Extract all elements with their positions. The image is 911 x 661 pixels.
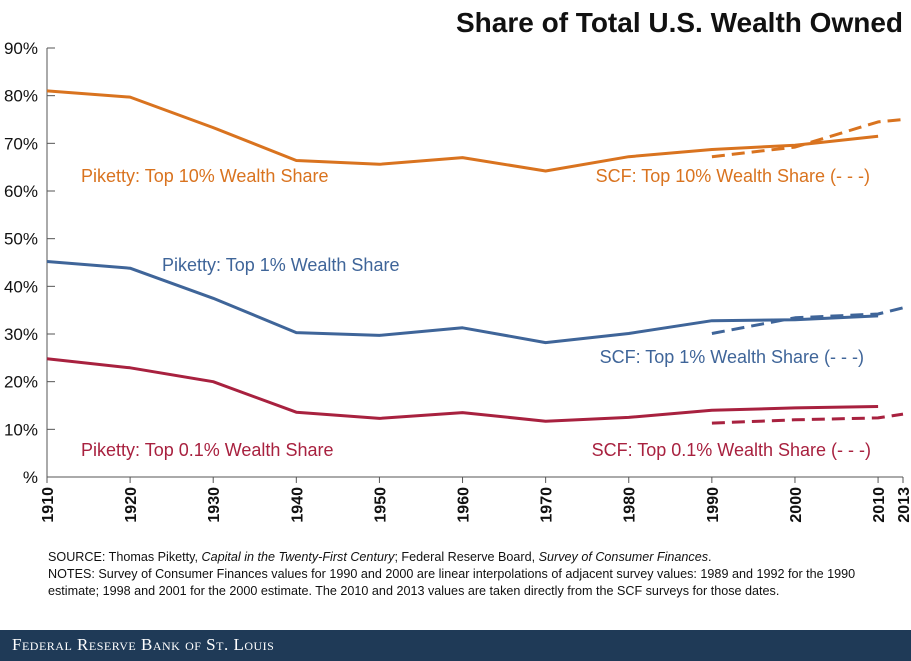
chart-title: Share of Total U.S. Wealth Owned — [456, 7, 903, 38]
y-tick-label: 50% — [4, 230, 38, 249]
x-tick-label: 2013 — [896, 487, 911, 523]
series-label-scf-top1: SCF: Top 1% Wealth Share (- - -) — [600, 347, 864, 367]
x-tick-label: 1990 — [705, 487, 722, 523]
x-tick-label: 1960 — [456, 487, 473, 523]
chart-notes: SOURCE: Thomas Piketty, Capital in the T… — [48, 549, 904, 600]
x-tick-label: 1910 — [40, 487, 57, 523]
y-axis: 10% 20% 30% 40% 50% 60% 70% 80% 90% — [4, 39, 55, 439]
x-tick-label: 1920 — [123, 487, 140, 523]
x-axis: 1910 1920 1930 1940 1950 1960 1970 1980 1990 2000… — [40, 477, 911, 523]
y-tick-label: 80% — [4, 87, 38, 106]
y-unit-label: % — [23, 468, 38, 487]
y-tick-label: 60% — [4, 182, 38, 201]
series-label-scf-top10: SCF: Top 10% Wealth Share (- - -) — [596, 166, 870, 186]
x-tick-label: 1930 — [206, 487, 223, 523]
series-line-2 — [46, 260, 879, 345]
source-line: SOURCE: Thomas Piketty, Capital in the T… — [48, 549, 904, 566]
x-tick-label: 1980 — [622, 487, 639, 523]
series-label-piketty-top1: Piketty: Top 1% Wealth Share — [162, 255, 399, 275]
series-line-5 — [711, 412, 904, 425]
series-line-1 — [711, 118, 904, 159]
x-tick-label: 1940 — [289, 487, 306, 523]
source-mid: ; Federal Reserve Board, — [394, 550, 539, 564]
y-tick-label: 40% — [4, 277, 38, 296]
series-label-scf-top01: SCF: Top 0.1% Wealth Share (- - -) — [592, 440, 871, 460]
source-end: . — [708, 550, 712, 564]
series-line-0 — [46, 89, 879, 173]
source-book: Capital in the Twenty-First Century — [201, 550, 395, 564]
series-lines — [46, 89, 904, 425]
source-survey: Survey of Consumer Finances — [538, 550, 709, 564]
footer-bar: Federal Reserve Bank of St. Louis — [0, 630, 911, 661]
y-tick-label: 90% — [4, 39, 38, 58]
series-line-4 — [46, 357, 879, 423]
series-label-piketty-top01: Piketty: Top 0.1% Wealth Share — [81, 440, 333, 460]
y-tick-label: 70% — [4, 134, 38, 153]
source-lead: SOURCE: Thomas Piketty, — [48, 550, 202, 564]
chart: Share of Total U.S. Wealth Owned 10% 20% 3… — [4, 7, 911, 523]
series-line-3 — [711, 306, 904, 335]
y-tick-label: 30% — [4, 325, 38, 344]
notes-text: NOTES: Survey of Consumer Finances value… — [48, 567, 856, 598]
y-tick-label: 20% — [4, 373, 38, 392]
y-tick-label: 10% — [4, 420, 38, 439]
series-label-piketty-top10: Piketty: Top 10% Wealth Share — [81, 166, 328, 186]
x-tick-label: 1950 — [372, 487, 389, 523]
footer-logo-text: Federal Reserve Bank of St. Louis — [12, 635, 275, 654]
x-tick-label: 1970 — [539, 487, 556, 523]
x-tick-label: 2010 — [871, 487, 888, 523]
x-tick-label: 2000 — [788, 487, 805, 523]
